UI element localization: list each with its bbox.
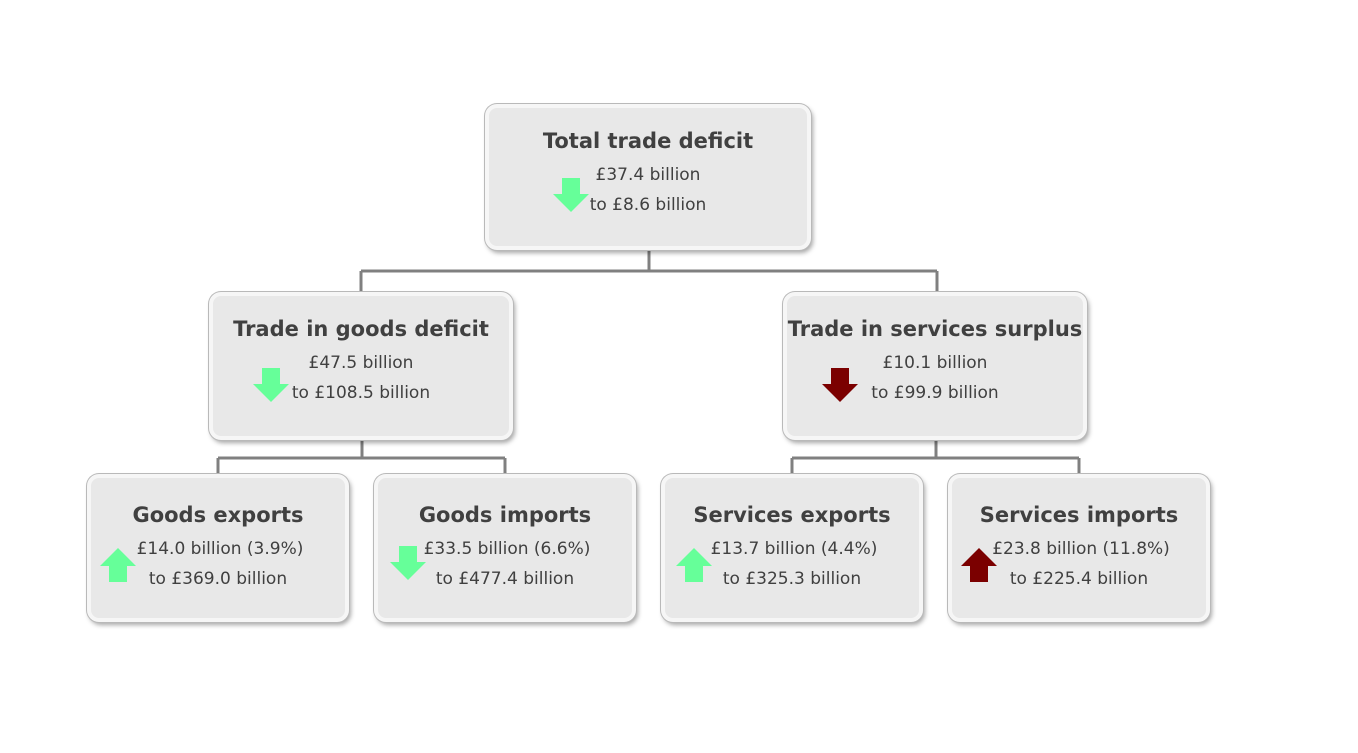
box-title: Goods exports [132, 503, 304, 527]
box-title: Total trade deficit [542, 129, 754, 153]
trade-in-services-surplus-box: Trade in services surplus £10.1 billion … [783, 292, 1087, 440]
change-value: £37.4 billion [595, 165, 701, 185]
connector-total-to-children [359, 250, 939, 292]
services-exports-box: Services exports £13.7 billion (4.4%) to… [661, 474, 923, 622]
level-value: to £369.0 billion [148, 569, 288, 589]
up-arrow-green-icon [676, 548, 712, 582]
connector-services-to-children [790, 440, 1081, 474]
total-trade-deficit-box: Total trade deficit £37.4 billion to £8.… [485, 104, 811, 250]
box-title: Goods imports [418, 503, 592, 527]
connector-goods-to-children [216, 440, 507, 474]
level-value: to £477.4 billion [435, 569, 575, 589]
box-title: Trade in services surplus [787, 317, 1083, 341]
up-arrow-red-icon [961, 548, 997, 582]
trade-in-goods-deficit-box: Trade in goods deficit £47.5 billion to … [209, 292, 513, 440]
box-title: Services imports [979, 503, 1179, 527]
services-imports-box: Services imports £23.8 billion (11.8%) t… [948, 474, 1210, 622]
up-arrow-green-icon [100, 548, 136, 582]
level-value: to £225.4 billion [1009, 569, 1149, 589]
change-value: £10.1 billion [882, 353, 988, 373]
change-value: £33.5 billion (6.6%) [423, 539, 591, 559]
down-arrow-green-icon [390, 546, 426, 580]
box-title: Services exports [693, 503, 891, 527]
level-value: to £8.6 billion [589, 195, 707, 215]
down-arrow-red-icon [822, 368, 858, 402]
change-value: £13.7 billion (4.4%) [710, 539, 878, 559]
down-arrow-green-icon [253, 368, 289, 402]
goods-imports-box: Goods imports £33.5 billion (6.6%) to £4… [374, 474, 636, 622]
level-value: to £108.5 billion [291, 383, 431, 403]
level-value: to £99.9 billion [871, 383, 999, 403]
change-value: £23.8 billion (11.8%) [992, 539, 1170, 559]
change-value: £14.0 billion (3.9%) [136, 539, 304, 559]
box-title: Trade in goods deficit [233, 317, 489, 341]
level-value: to £325.3 billion [722, 569, 862, 589]
down-arrow-green-icon [553, 178, 589, 212]
goods-exports-box: Goods exports £14.0 billion (3.9%) to £3… [87, 474, 349, 622]
change-value: £47.5 billion [308, 353, 414, 373]
